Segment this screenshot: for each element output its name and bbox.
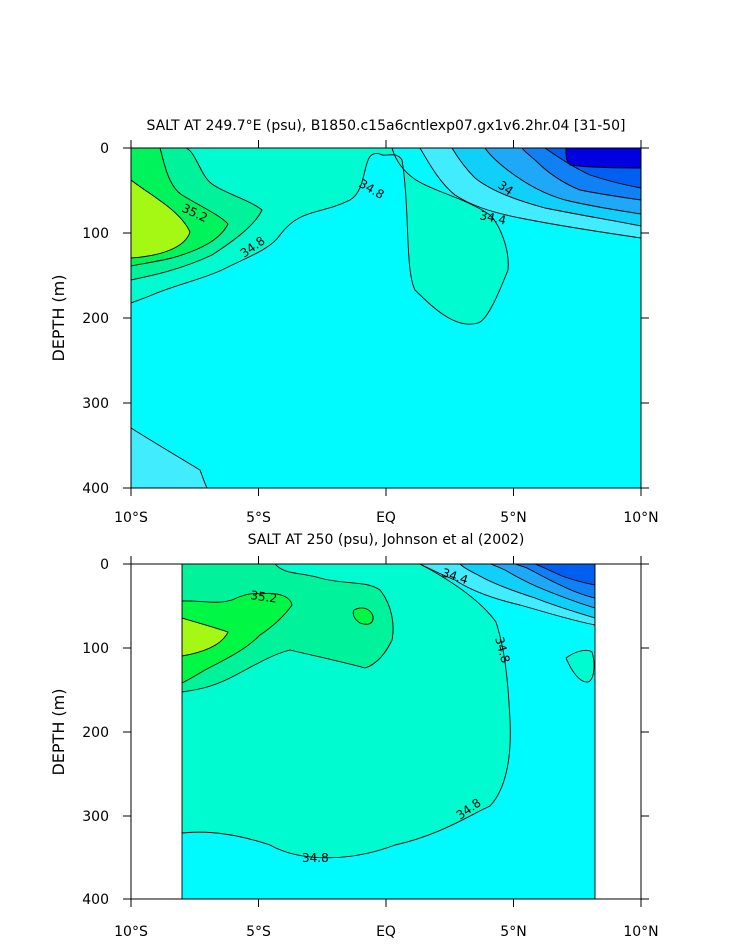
- bottom-y-tick-label: 100: [82, 641, 109, 657]
- top-y-tick-label: 0: [100, 141, 109, 157]
- top-fill-33.0: [565, 148, 641, 169]
- bottom-fill-35.2: [182, 593, 293, 684]
- top-x-tick-label: 5°N: [500, 510, 526, 526]
- top-panel: SALT AT 249.7°E (psu), B1850.c15a6cntlex…: [49, 118, 659, 526]
- bottom-x-tick-label: 10°N: [623, 924, 658, 940]
- top-x-tick-label: 5°S: [246, 510, 271, 526]
- bottom-fill-33.4: [534, 564, 595, 586]
- bottom-y-axis-label: DEPTH (m): [49, 688, 68, 775]
- bottom-x-tick-label: 10°S: [114, 924, 148, 940]
- top-x-tick-label: 10°S: [114, 510, 148, 526]
- top-y-tick-label: 100: [82, 226, 109, 242]
- top-panel-title: SALT AT 249.7°E (psu), B1850.c15a6cntlex…: [146, 118, 625, 134]
- bottom-fill-34.8-blob: [565, 649, 595, 683]
- top-y-tick-label: 200: [82, 311, 109, 327]
- top-y-axis-label: DEPTH (m): [49, 274, 68, 361]
- bottom-contour-label-34.8-c: 34.8: [302, 851, 329, 865]
- bottom-x-tick-label: 5°N: [500, 924, 526, 940]
- bottom-panel-title: SALT AT 250 (psu), Johnson et al (2002): [248, 532, 525, 548]
- top-contour-label-34.4: 34.4: [478, 208, 507, 227]
- bottom-fill-35.2-blob: [352, 607, 374, 625]
- top-x-tick-labels: 10°S 5°S EQ 5°N 10°N: [114, 510, 659, 526]
- bottom-contour-label-34.8-a: 34.8: [492, 635, 512, 664]
- bottom-fill-35.4: [182, 617, 229, 657]
- bottom-panel: SALT AT 250 (psu), Johnson et al (2002) …: [49, 532, 659, 940]
- bottom-axis-ticks: [123, 556, 649, 907]
- top-y-tick-label: 300: [82, 396, 109, 412]
- bottom-x-tick-labels: 10°S 5°S EQ 5°N 10°N: [114, 924, 659, 940]
- bottom-y-tick-label: 400: [82, 892, 109, 908]
- top-y-tick-labels: 0 100 200 300 400: [82, 141, 109, 497]
- bottom-x-tick-label: EQ: [376, 924, 396, 940]
- bottom-x-tick-label: 5°S: [246, 924, 271, 940]
- bottom-y-tick-label: 0: [100, 557, 109, 573]
- top-fill-34.6-corner: [131, 427, 208, 488]
- bottom-contour-field: [182, 564, 595, 899]
- bottom-y-tick-label: 200: [82, 725, 109, 741]
- top-contour-field: [131, 148, 641, 488]
- top-fill-35.4: [131, 179, 191, 259]
- bottom-y-tick-labels: 0 100 200 300 400: [82, 557, 109, 908]
- bottom-fill-35.0: [182, 564, 394, 693]
- bottom-y-tick-label: 300: [82, 809, 109, 825]
- top-x-tick-label: 10°N: [623, 510, 658, 526]
- bottom-contour-label-35.2: 35.2: [250, 588, 278, 606]
- top-x-tick-label: EQ: [376, 510, 396, 526]
- top-y-tick-label: 400: [82, 481, 109, 497]
- top-axis-ticks: [123, 140, 649, 496]
